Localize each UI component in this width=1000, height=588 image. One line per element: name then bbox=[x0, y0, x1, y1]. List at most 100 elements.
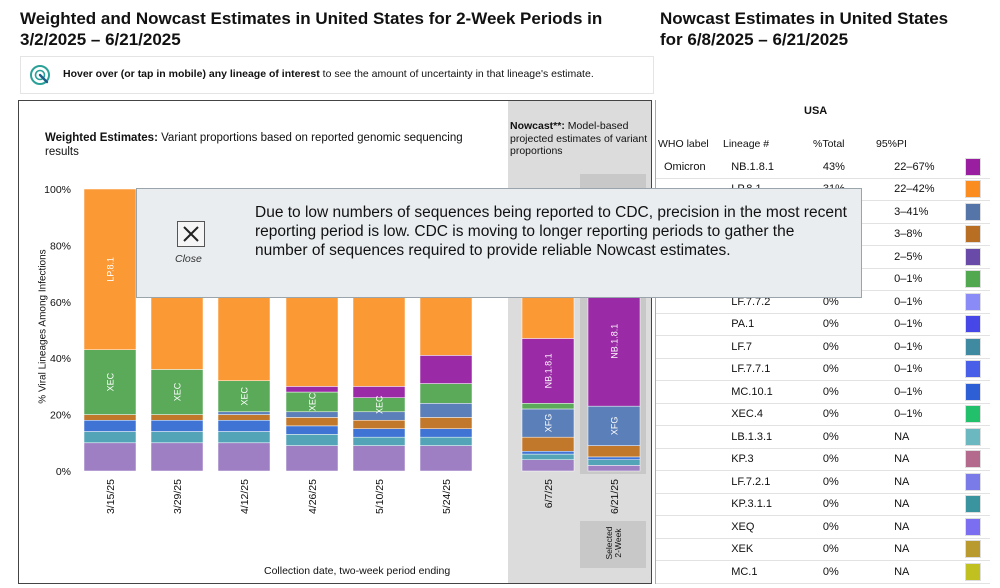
bar-segment-lp-8-1-1[interactable] bbox=[150, 414, 204, 421]
close-label[interactable]: Close bbox=[175, 253, 202, 265]
cell-who bbox=[656, 493, 724, 516]
table-row[interactable]: MC.1 0% NA bbox=[656, 560, 990, 584]
color-swatch bbox=[965, 562, 982, 581]
bar-segment-lp-8-1-1[interactable] bbox=[587, 445, 641, 458]
cell-who bbox=[656, 425, 724, 449]
bar-segment-lf-7-2-1[interactable] bbox=[285, 425, 339, 435]
table-row[interactable]: KP.3 0% NA bbox=[656, 448, 990, 471]
table-row[interactable]: KP.3.1.1 0% NA bbox=[656, 493, 990, 516]
cell-who bbox=[656, 470, 724, 494]
bar-segment-lf-7[interactable] bbox=[285, 434, 339, 446]
bar-segment-lf-7-2-1[interactable] bbox=[217, 419, 271, 432]
bar-segment-other[interactable] bbox=[352, 445, 406, 472]
cell-lineage: LF.7 bbox=[723, 335, 815, 359]
bar-segment-lp-8-1-1[interactable] bbox=[83, 414, 137, 421]
bar-segment-lf-7-2-1[interactable] bbox=[521, 451, 575, 455]
y-tick-label: 20% bbox=[50, 410, 71, 422]
bar-segment-lf-7[interactable] bbox=[217, 431, 271, 444]
stacked-bar-chart: 0% 20% 40% 60% 80% 100% 3/15/25 3/29/25 4/12/25… bbox=[44, 101, 651, 583]
bar-label: XEC bbox=[375, 395, 385, 414]
y-tick-label: 60% bbox=[50, 297, 71, 309]
low-precision-notice: Close Due to low numbers of sequences be… bbox=[136, 188, 862, 298]
table-row[interactable]: XEK 0% NA bbox=[656, 538, 990, 561]
bar-segment-lf-7-2-1[interactable] bbox=[419, 428, 473, 438]
table-row[interactable]: PA.1 0% 0–1% bbox=[656, 313, 990, 336]
cell-swatch bbox=[959, 448, 990, 471]
bar-segment-lp-8-1-1[interactable] bbox=[419, 417, 473, 429]
cell-pi: NA bbox=[886, 560, 960, 584]
table-row[interactable]: LF.7.7.2 0% 0–1% bbox=[656, 290, 990, 314]
table-row[interactable]: LF.7.7.1 0% 0–1% bbox=[656, 358, 990, 381]
x-tick-label: 3/29/25 bbox=[172, 479, 184, 514]
cell-total: 0% bbox=[814, 515, 887, 539]
cell-swatch bbox=[959, 156, 990, 179]
bar-segment-lf-7-2-1[interactable] bbox=[83, 419, 137, 432]
bar-segment-lf-7[interactable] bbox=[419, 436, 473, 446]
bar-segment-nb-1-8-1[interactable] bbox=[587, 276, 641, 407]
cell-pi: NA bbox=[886, 470, 960, 494]
table-row[interactable]: Omicron NB.1.8.1 43% 22–67% bbox=[656, 156, 990, 179]
bar-segment-lp-8-1[interactable] bbox=[83, 188, 137, 350]
bar-segment-lf-7[interactable] bbox=[83, 431, 137, 444]
cell-pi: NA bbox=[886, 493, 960, 516]
bar-segment-other[interactable] bbox=[150, 442, 204, 472]
color-swatch bbox=[965, 450, 982, 469]
chart-frame: 0% 20% 40% 60% 80% 100% 3/15/25 3/29/25 4/12/25… bbox=[18, 100, 652, 584]
close-button[interactable] bbox=[177, 221, 205, 247]
bar-segment-lp-8-1-1[interactable] bbox=[521, 436, 575, 452]
bar-segment-other[interactable] bbox=[285, 445, 339, 472]
cell-swatch bbox=[959, 538, 990, 561]
bar-segment-other[interactable] bbox=[521, 459, 575, 472]
bar-segment-xfg[interactable] bbox=[217, 411, 271, 415]
cell-lineage: LB.1.3.1 bbox=[723, 425, 815, 449]
bar-segment-xec[interactable] bbox=[419, 383, 473, 404]
bar-segment-xfg[interactable] bbox=[521, 408, 575, 438]
color-swatch bbox=[965, 315, 982, 334]
bar-segment-other[interactable] bbox=[419, 445, 473, 472]
bar-segment-xfg[interactable] bbox=[419, 403, 473, 418]
table-row[interactable]: MC.10.1 0% 0–1% bbox=[656, 380, 990, 404]
bar-segment-lf-7[interactable] bbox=[521, 453, 575, 460]
cell-lineage: MC.1 bbox=[723, 560, 815, 584]
bar-segment-nb-1-8-1[interactable] bbox=[419, 355, 473, 384]
bar-segment-other[interactable] bbox=[217, 442, 271, 472]
cell-swatch bbox=[959, 290, 990, 314]
cell-total: 0% bbox=[814, 425, 887, 449]
cell-lineage: KP.3.1.1 bbox=[723, 493, 815, 516]
bar-segment-xec[interactable] bbox=[83, 349, 137, 415]
bar-segment-lp-8-1-1[interactable] bbox=[352, 419, 406, 429]
selected-label-bg bbox=[580, 521, 646, 568]
cell-swatch bbox=[959, 200, 990, 224]
cell-who bbox=[656, 538, 724, 561]
hover-hint-box: Hover over (or tap in mobile) any lineag… bbox=[20, 56, 654, 94]
nowcast-panel-title: Nowcast**: Model-based projected estimat… bbox=[510, 120, 650, 158]
bar-segment-other[interactable] bbox=[83, 442, 137, 472]
bar-segment-lf-7-2-1[interactable] bbox=[150, 419, 204, 432]
bar-segment-other[interactable] bbox=[587, 465, 641, 472]
cell-pi: 22–67% bbox=[886, 156, 960, 179]
cell-swatch bbox=[959, 178, 990, 201]
bar-label: XEC bbox=[308, 392, 318, 411]
cell-total: 0% bbox=[814, 470, 887, 494]
bar-segment-xec[interactable] bbox=[217, 380, 271, 413]
bar-segment-xfg[interactable] bbox=[285, 411, 339, 418]
cell-pi: 22–42% bbox=[886, 178, 960, 201]
table-row[interactable]: LF.7 0% 0–1% bbox=[656, 335, 990, 359]
weighted-title: Weighted Estimates: Variant proportions … bbox=[45, 131, 465, 159]
cell-lineage: LF.7.2.1 bbox=[723, 470, 815, 494]
weighted-title-bold: Weighted Estimates: bbox=[45, 132, 158, 144]
bar-segment-lf-7-2-1[interactable] bbox=[587, 456, 641, 460]
bar-segment-lp-8-1-1[interactable] bbox=[217, 414, 271, 421]
bar-segment-lp-8-1-1[interactable] bbox=[285, 417, 339, 427]
table-row[interactable]: XEQ 0% NA bbox=[656, 515, 990, 539]
bar-segment-xec[interactable] bbox=[150, 369, 204, 415]
bar-segment-lf-7[interactable] bbox=[150, 431, 204, 444]
bar-segment-lf-7[interactable] bbox=[352, 436, 406, 446]
bar-segment-lf-7-2-1[interactable] bbox=[352, 428, 406, 438]
bar-segment-nb-1-8-1[interactable] bbox=[285, 386, 339, 393]
table-row[interactable]: XEC.4 0% 0–1% bbox=[656, 403, 990, 426]
table-row[interactable]: LF.7.2.1 0% NA bbox=[656, 470, 990, 494]
bar-segment-lf-7[interactable] bbox=[587, 459, 641, 466]
table-row[interactable]: LB.1.3.1 0% NA bbox=[656, 425, 990, 449]
bar-segment-xec[interactable] bbox=[521, 403, 575, 410]
